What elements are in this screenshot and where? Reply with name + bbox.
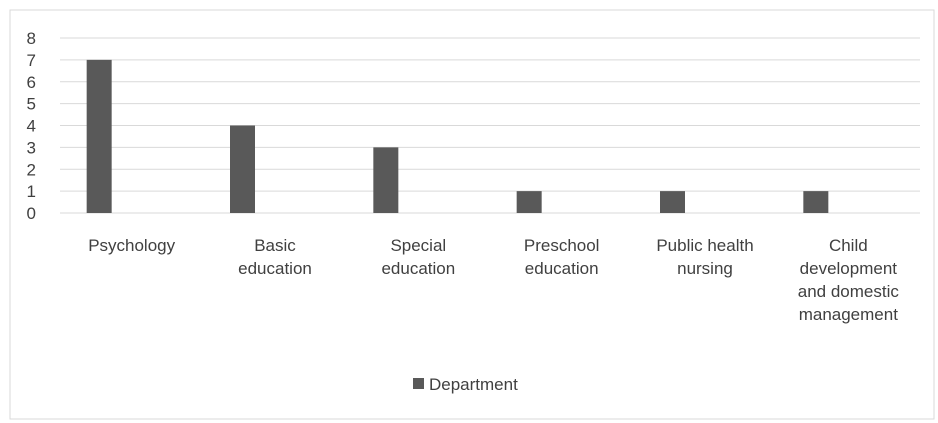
x-axis-labels: Psychology Basic education Special education… <box>88 236 899 324</box>
x-category-label-line: Psychology <box>88 236 175 255</box>
bar <box>516 191 542 213</box>
x-category-label: Public health nursing <box>656 236 753 278</box>
x-category-label-line: development <box>800 259 898 278</box>
bar <box>660 191 685 213</box>
grid-lines <box>60 37 920 214</box>
x-category-label-line: Basic <box>254 236 296 255</box>
y-tick-label: 8 <box>27 29 36 48</box>
x-category-label-line: Preschool <box>524 236 600 255</box>
y-tick-label: 4 <box>27 117 36 136</box>
legend: Department <box>413 375 518 394</box>
x-category-label: Psychology <box>88 236 175 255</box>
y-tick-label: 6 <box>27 73 36 92</box>
x-category-label-line: education <box>525 259 599 278</box>
y-tick-label: 0 <box>27 204 36 223</box>
x-category-label-line: and domestic <box>798 282 900 301</box>
bar <box>230 125 255 213</box>
x-category-label: Special education <box>381 236 455 278</box>
x-category-label-line: Child <box>829 236 868 255</box>
y-tick-label: 5 <box>27 95 36 114</box>
x-category-label-line: Special <box>390 236 446 255</box>
y-tick-label: 3 <box>27 138 36 157</box>
y-tick-label: 1 <box>27 182 36 201</box>
x-category-label: Child development and domestic management <box>798 236 900 324</box>
x-category-label-line: nursing <box>677 259 733 278</box>
bar <box>803 191 829 213</box>
y-tick-label: 7 <box>27 51 36 70</box>
y-axis-ticks: 0 1 2 3 4 5 6 7 8 <box>27 29 36 223</box>
bars <box>86 59 829 213</box>
bar <box>373 147 399 213</box>
x-category-label: Preschool education <box>524 236 600 278</box>
y-tick-label: 2 <box>27 160 36 179</box>
legend-swatch <box>413 378 424 389</box>
legend-label: Department <box>429 375 518 394</box>
x-category-label-line: management <box>799 305 899 324</box>
bar <box>86 59 112 213</box>
x-category-label-line: Public health <box>656 236 753 255</box>
x-category-label-line: education <box>238 259 312 278</box>
chart-border <box>9 9 935 420</box>
x-category-label: Basic education <box>238 236 312 278</box>
x-category-label-line: education <box>381 259 455 278</box>
